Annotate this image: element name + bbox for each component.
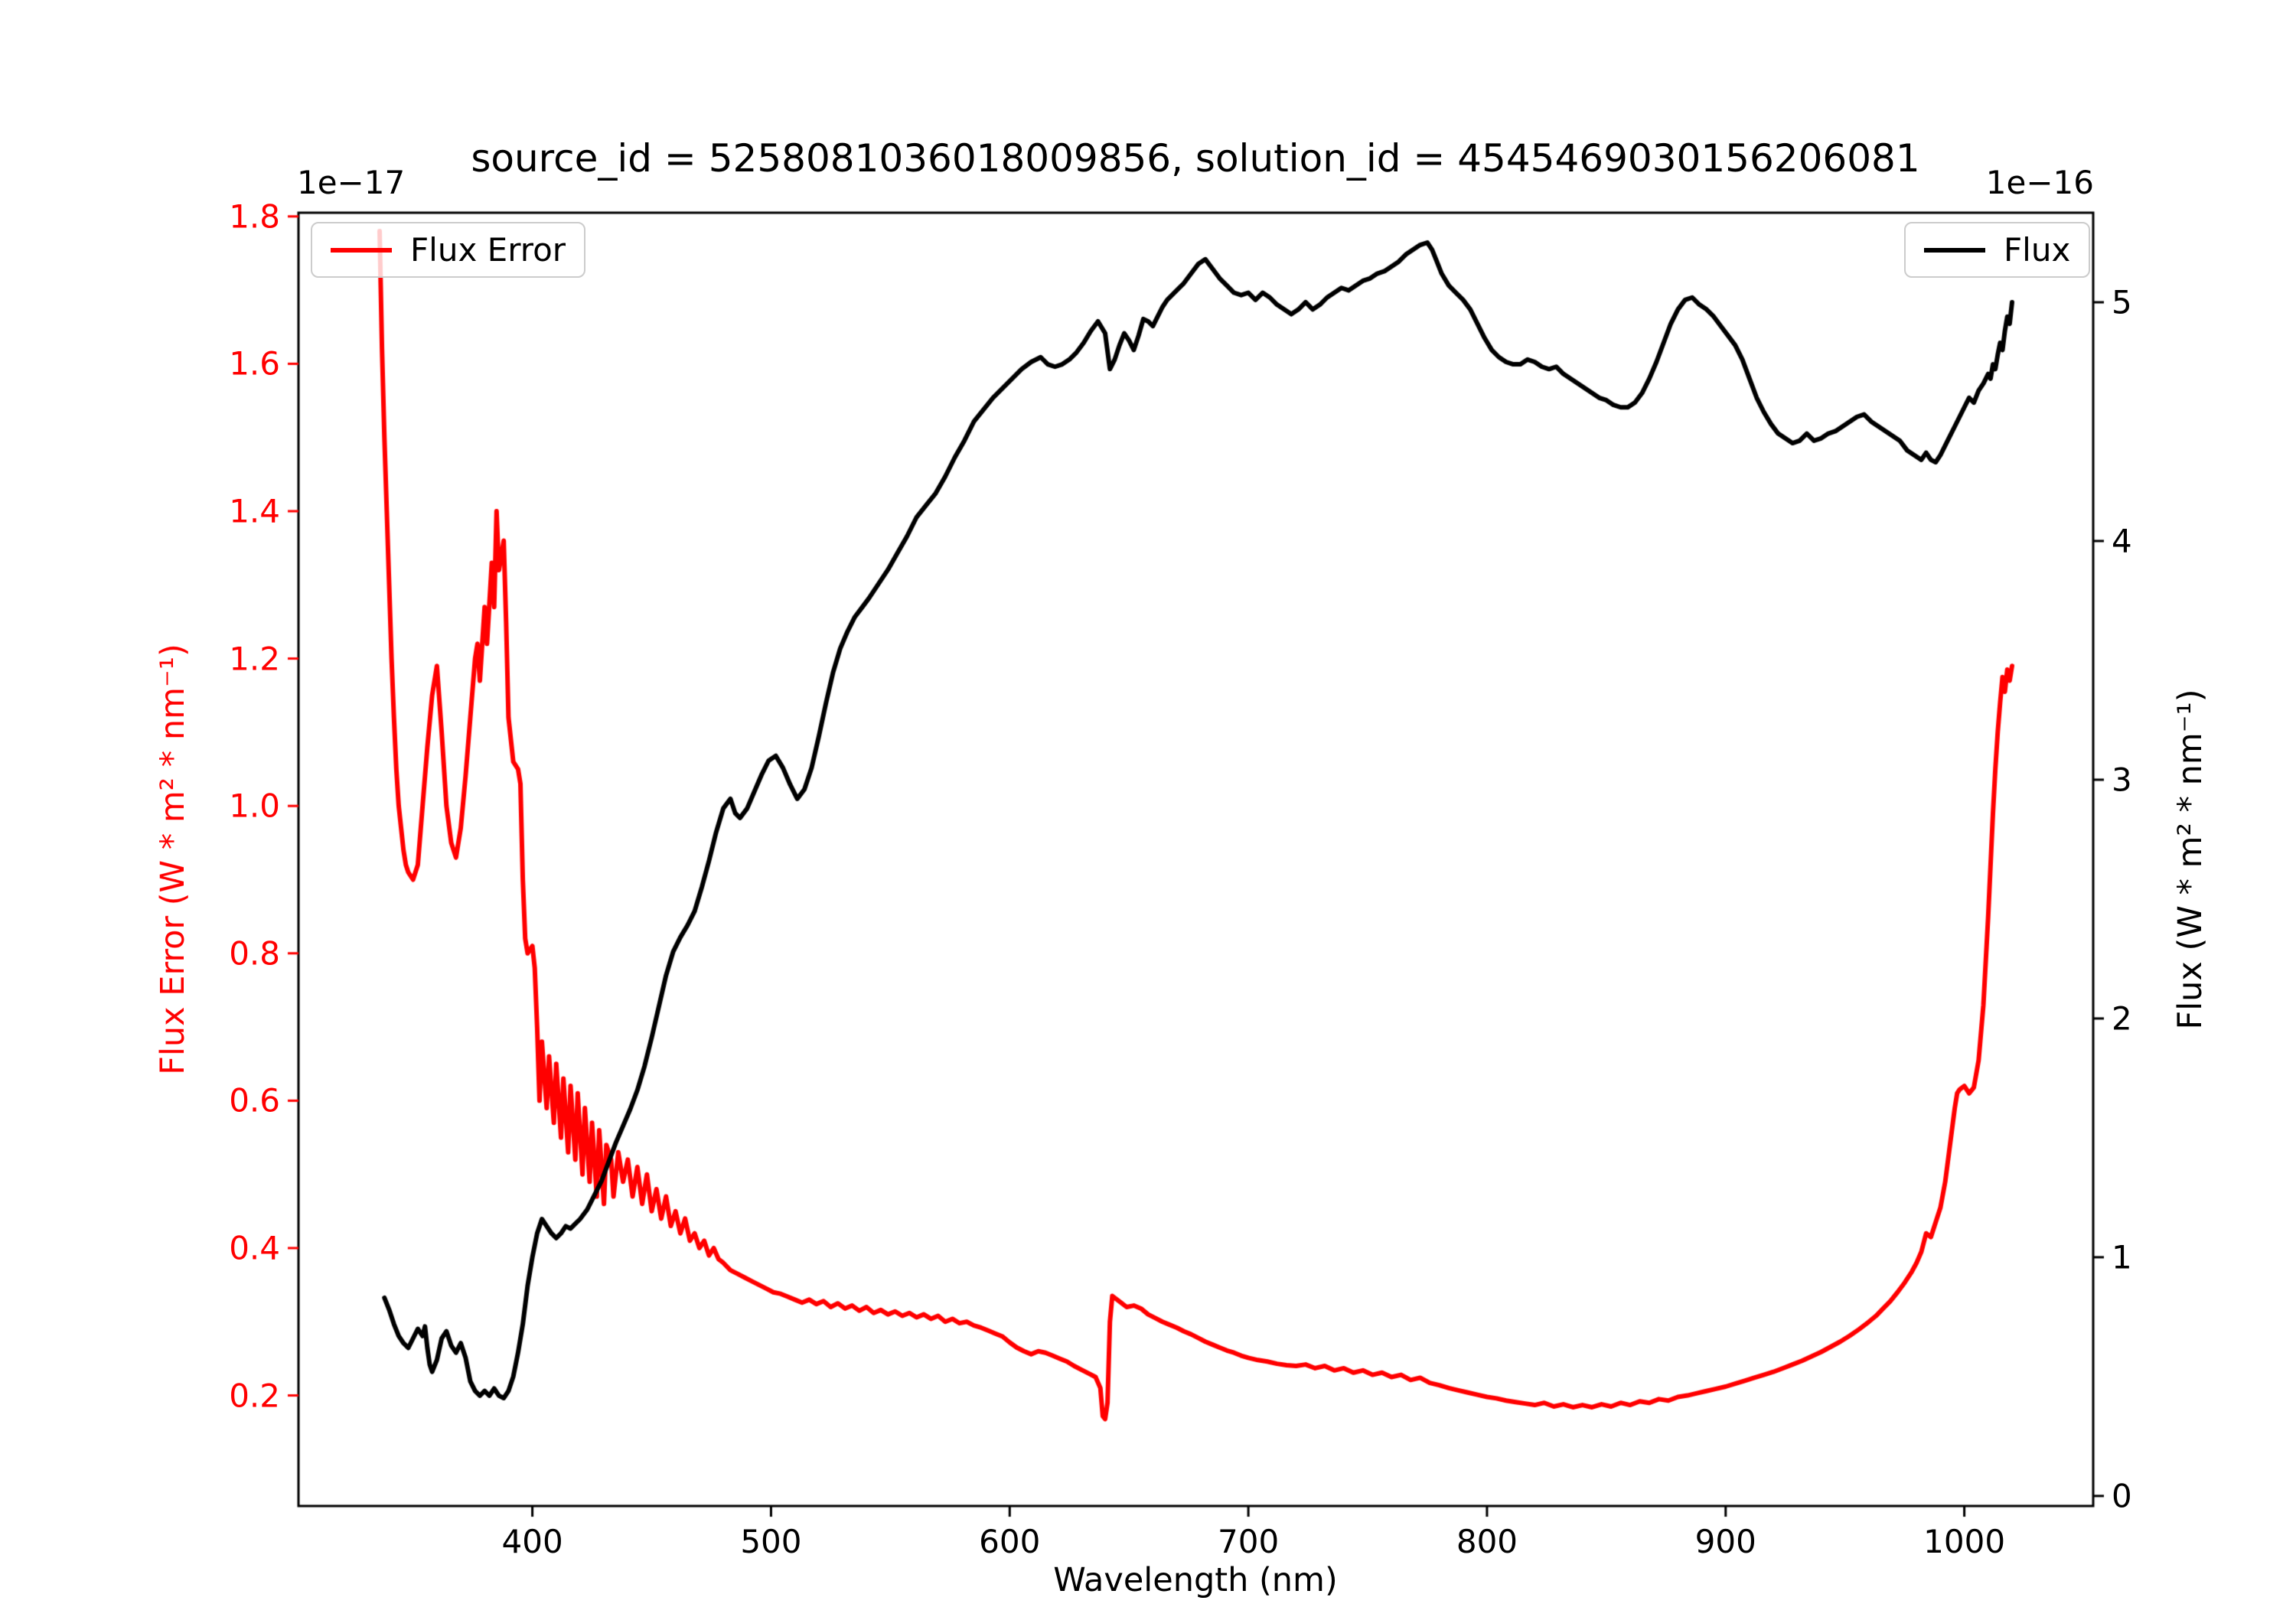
y-tick-label-left: 1.2 — [229, 640, 280, 678]
x-axis-label: Wavelength (nm) — [1053, 1561, 1338, 1599]
y-axis-label-right: Flux (W * m² * nm⁻¹) — [2171, 689, 2210, 1030]
x-tick-label: 1000 — [1923, 1523, 2006, 1560]
y-tick-label-right: 0 — [2112, 1477, 2132, 1515]
y-tick-label-right: 4 — [2112, 522, 2132, 560]
x-tick-label: 400 — [501, 1523, 563, 1560]
y-tick-label-right: 5 — [2112, 283, 2132, 321]
y-axis-offset-left: 1e−17 — [297, 164, 406, 201]
legend-flux-error: Flux Error — [311, 222, 586, 278]
flux-line-swatch — [1924, 247, 1985, 253]
y-tick-label-left: 0.8 — [229, 934, 280, 973]
y-tick-label-left: 1.8 — [229, 197, 280, 236]
y-tick-label-left: 1.4 — [229, 492, 280, 530]
legend-flux-label: Flux — [2004, 231, 2071, 269]
chart-title: source_id = 5258081036018009856, solutio… — [471, 136, 1920, 181]
x-tick-label: 700 — [1218, 1523, 1280, 1560]
x-tick-label: 600 — [979, 1523, 1041, 1560]
y-tick-label-left: 0.6 — [229, 1081, 280, 1120]
flux-error-line-swatch — [331, 247, 392, 253]
y-tick-label-right: 2 — [2112, 999, 2132, 1038]
x-tick-label: 800 — [1456, 1523, 1518, 1560]
x-tick-label: 900 — [1694, 1523, 1756, 1560]
y-tick-label-left: 1.0 — [229, 787, 280, 825]
legend-flux: Flux — [1904, 222, 2091, 278]
y-tick-label-left: 1.6 — [229, 344, 280, 383]
y-axis-offset-right: 1e−16 — [1985, 164, 2094, 201]
y-tick-label-left: 0.4 — [229, 1229, 280, 1267]
legend-flux-error-label: Flux Error — [410, 231, 566, 269]
y-tick-label-right: 1 — [2112, 1238, 2132, 1276]
y-tick-label-left: 0.2 — [229, 1377, 280, 1415]
x-tick-label: 500 — [740, 1523, 802, 1560]
y-axis-label-left: Flux Error (W * m² * nm⁻¹) — [154, 644, 192, 1075]
y-tick-label-right: 3 — [2112, 761, 2132, 799]
